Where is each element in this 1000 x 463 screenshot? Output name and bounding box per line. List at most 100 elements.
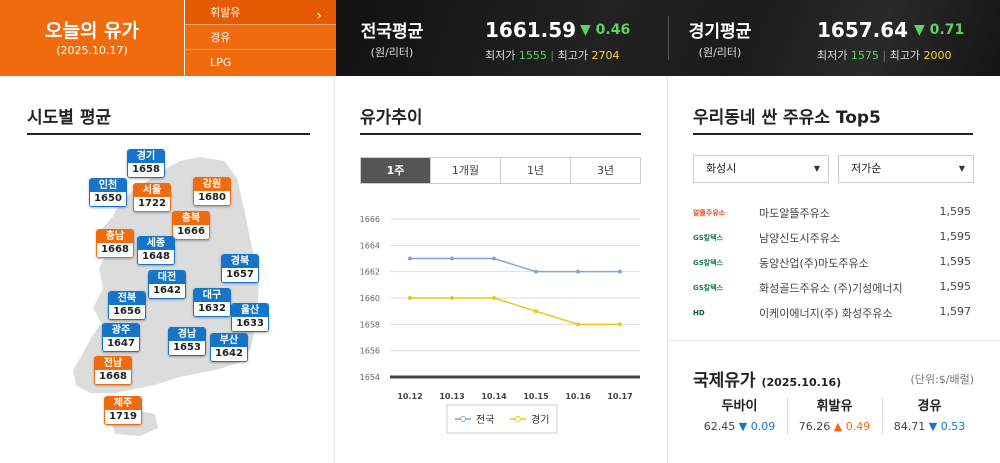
national-unit: (원/리터) [370, 46, 414, 59]
national-change: ▼ 0.46 [580, 22, 631, 38]
low-value: 1555 [518, 49, 547, 62]
city-select[interactable]: 화성시 ▼ [693, 155, 829, 183]
gyeonggi-minmax: 최저가 1575 | 최고가 2000 [817, 49, 952, 62]
region-marker[interactable]: 경기 1658 [127, 149, 165, 178]
fuel-tab-lpg[interactable]: LPG [184, 50, 336, 75]
station-row[interactable]: GS칼텍스 화성골드주유소 (주)기성에너지 1,595 [693, 277, 973, 299]
legend-label: 전국 [476, 414, 494, 426]
region-name: 전남 [95, 357, 131, 370]
y-tick-label: 1666 [360, 215, 380, 224]
station-price: 1,595 [939, 230, 972, 243]
gyeonggi-change: ▼ 0.71 [914, 22, 965, 38]
gyeonggi-average-title: 경기평균 [688, 22, 752, 42]
fuel-tab-diesel[interactable]: 경유 [184, 25, 336, 50]
station-name: 이케이에너지(주) 화성주유소 [759, 307, 893, 320]
tab-1week[interactable]: 1주 [361, 158, 430, 183]
region-marker[interactable]: 경북 1657 [221, 254, 259, 283]
intl-change: ▲ 0.49 [833, 420, 871, 433]
brand-logo-icon: 알뜰주유소 [693, 209, 726, 217]
intl-value: 84.71 ▼ 0.53 [882, 420, 977, 433]
y-tick-label: 1662 [360, 268, 380, 277]
top5-title: 우리동네 싼 주유소 Top5 [693, 108, 881, 128]
tab-1year[interactable]: 1년 [500, 158, 570, 183]
intl-value: 76.26 ▲ 0.49 [787, 420, 882, 433]
region-marker[interactable]: 울산 1633 [231, 303, 269, 332]
region-price: 1656 [109, 305, 145, 319]
region-marker[interactable]: 전남 1668 [94, 356, 132, 385]
station-name: 화성골드주유소 (주)기성에너지 [759, 282, 903, 295]
station-row[interactable]: HD 이케이에너지(주) 화성주유소 1,597 [693, 302, 973, 324]
region-name: 경남 [169, 328, 205, 341]
fuel-tab-label: 경유 [210, 31, 231, 44]
region-name: 경북 [222, 255, 258, 268]
station-price: 1,597 [939, 305, 972, 318]
region-price: 1642 [149, 284, 185, 298]
tab-3year[interactable]: 3년 [570, 158, 640, 183]
fuel-tab-label: 휘발유 [210, 6, 241, 19]
chevron-down-icon: ▼ [813, 164, 820, 173]
region-price: 1668 [97, 243, 133, 257]
region-marker[interactable]: 부산 1642 [210, 333, 248, 362]
region-marker[interactable]: 서울 1722 [133, 183, 171, 212]
region-marker[interactable]: 세종 1648 [137, 236, 175, 265]
region-marker[interactable]: 강원 1680 [193, 177, 231, 206]
region-marker[interactable]: 인천 1650 [89, 178, 127, 207]
divider [882, 397, 883, 435]
region-marker[interactable]: 광주 1647 [102, 323, 140, 352]
data-point [534, 269, 538, 274]
region-marker[interactable]: 제주 1719 [104, 396, 142, 425]
trend-title: 유가추이 [360, 108, 423, 128]
station-name: 동양산업(주)마도주유소 [759, 257, 869, 270]
national-price: 1661.59 [485, 18, 577, 42]
region-name: 충북 [173, 212, 209, 225]
data-point [576, 322, 580, 327]
station-price: 1,595 [939, 205, 972, 218]
region-price: 1642 [211, 347, 247, 361]
region-name: 세종 [138, 237, 174, 250]
station-price: 1,595 [939, 255, 972, 268]
region-name: 광주 [103, 324, 139, 337]
region-marker[interactable]: 대전 1642 [148, 270, 186, 299]
price-trend-chart: 1666 1664 1662 1660 1658 1656 1654 10.12 10.13 10… [360, 215, 640, 434]
series-line [410, 297, 620, 326]
today-date: (2025.10.17) [56, 44, 128, 57]
region-price: 1657 [222, 268, 258, 282]
data-point [408, 296, 412, 300]
region-name: 대전 [149, 271, 185, 284]
x-tick-label: 10.17 [607, 392, 632, 401]
data-point [492, 256, 496, 261]
station-row[interactable]: GS칼텍스 동양산업(주)마도주유소 1,595 [693, 252, 973, 274]
region-marker[interactable]: 경남 1653 [168, 327, 206, 356]
intl-name: 휘발유 [816, 399, 853, 414]
brand-logo-icon: GS칼텍스 [693, 234, 724, 242]
station-row[interactable]: GS칼텍스 남양신도시주유소 1,595 [693, 227, 973, 249]
region-name: 인천 [90, 179, 126, 192]
divider [668, 16, 669, 60]
regions-title: 시도별 평균 [27, 108, 112, 128]
region-marker[interactable]: 전북 1656 [108, 291, 146, 320]
high-label: 최고가 [889, 49, 920, 62]
region-marker[interactable]: 충북 1666 [172, 211, 210, 240]
gyeonggi-average: 경기평균 (원/리터) 1657.64 ▼ 0.71 최저가 1575 | 최고… [680, 0, 990, 76]
data-point [450, 256, 454, 261]
low-value: 1575 [850, 49, 879, 62]
region-price: 1680 [194, 191, 230, 205]
region-marker[interactable]: 충남 1668 [96, 229, 134, 258]
national-minmax: 최저가 1555 | 최고가 2704 [485, 49, 620, 62]
intl-name: 두바이 [721, 399, 758, 414]
region-name: 충남 [97, 230, 133, 243]
fuel-tab-gasoline[interactable]: 휘발유 › [184, 0, 336, 25]
region-price: 1719 [105, 410, 141, 424]
region-price: 1633 [232, 317, 268, 331]
sort-select[interactable]: 저가순 ▼ [838, 155, 974, 183]
data-point [618, 269, 622, 274]
x-tick-label: 10.12 [397, 392, 422, 401]
y-tick-label: 1654 [360, 373, 380, 382]
divider [787, 397, 788, 435]
region-marker[interactable]: 대구 1632 [193, 288, 231, 317]
tab-1month[interactable]: 1개월 [430, 158, 500, 183]
high-value: 2704 [591, 49, 620, 62]
y-tick-label: 1664 [360, 241, 380, 250]
station-row[interactable]: 알뜰주유소 마도알뜰주유소 1,595 [693, 202, 973, 224]
legend-swatch-dot [515, 416, 521, 422]
